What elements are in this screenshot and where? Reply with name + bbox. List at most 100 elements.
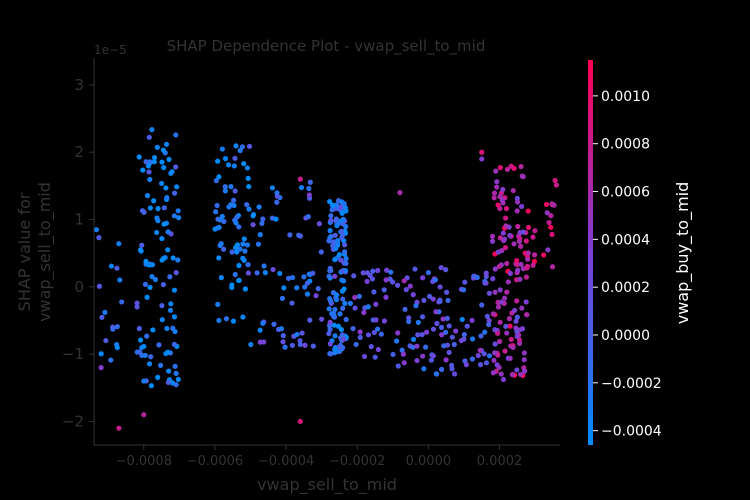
scatter-point [493,168,499,174]
scatter-point [372,354,378,360]
scatter-point [94,227,100,233]
scatter-point [157,362,164,368]
scatter-point [141,343,147,350]
scatter-point [419,331,425,338]
scatter-point [469,317,475,324]
scatter-point [167,274,173,280]
scatter-point [326,238,332,244]
scatter-point [357,334,363,340]
scatter-point [171,190,178,196]
scatter-point [301,274,307,280]
scatter-point [148,354,154,360]
scatter-point [335,237,341,244]
scatter-point [214,202,220,209]
scatter-point [225,162,232,168]
scatter-point [103,337,109,344]
scatter-point [110,326,116,332]
scatter-point [492,289,498,295]
scatter-point [102,309,108,315]
scatter-point [168,170,174,176]
scatter-point [406,315,412,321]
x-tick-label: −0.0004 [258,454,314,469]
scatter-point [165,229,171,235]
scatter-point [484,313,490,319]
scatter-point [421,297,427,303]
scatter-point [237,147,243,154]
scatter-point [525,256,531,262]
scatter-point [328,217,334,224]
scatter-point [245,175,251,181]
scatter-point [171,287,178,293]
scatter-point [415,332,421,338]
scatter-point [507,355,513,361]
scatter-point [145,163,152,169]
scatter-point [368,343,374,350]
scatter-point [170,255,176,261]
scatter-point [167,307,174,313]
scatter-point [356,293,362,299]
scatter-point [548,224,554,230]
scatter-point [273,216,279,222]
colorbar-tick-label: 0.0008 [601,137,650,153]
scatter-point [232,188,238,194]
scatter-point [305,214,311,220]
scatter-point [549,231,555,237]
scatter-point [428,357,434,363]
x-tick-label: −0.0002 [329,454,385,469]
scatter-point [497,193,503,200]
scatter-point [420,353,426,359]
scatter-point [444,289,450,295]
scatter-point [330,242,336,249]
colorbar-tick-label: −0.0004 [601,424,662,440]
scatter-point [149,273,155,280]
scatter-point [144,333,150,339]
scatter-point [514,314,520,320]
scatter-point [426,293,433,300]
scatter-point [500,230,506,236]
scatter-point [250,211,257,218]
scatter-point [511,241,517,247]
y-tick-label: −1 [62,345,84,363]
scatter-point [114,265,120,271]
scatter-point [498,299,504,305]
scatter-point [213,178,219,184]
scatter-point [274,199,280,205]
scatter-point [412,266,418,272]
scatter-point [530,234,536,240]
scatter-point [108,357,114,363]
scatter-point [282,344,288,350]
scatter-point [154,229,160,236]
scatter-point [296,232,302,238]
scatter-point [143,258,149,264]
colorbar-tick-label: −0.0002 [601,376,662,392]
scatter-point [174,184,180,190]
scatter-point [511,307,518,314]
scatter-point [327,326,333,333]
scatter-point [257,232,263,238]
scatter-point [541,252,547,258]
scatter-point [422,344,429,350]
scatter-point [510,344,516,351]
scatter-point [407,343,413,349]
scatter-point [277,270,283,277]
scatter-point [513,318,519,324]
scatter-point [254,270,260,276]
scatter-point [425,269,432,276]
scatter-point [553,182,560,188]
scatter-point [166,368,172,374]
scatter-point [552,177,558,184]
scatter-point [213,209,219,215]
scatter-point [486,353,493,359]
scatter-point [430,353,436,359]
scatter-point [236,262,242,269]
scatter-point [357,329,363,335]
scatter-point [146,134,152,140]
scatter-point [257,327,263,333]
scatter-point [297,418,303,425]
scatter-point [511,165,517,171]
scatter-point [369,276,376,282]
scatter-point [381,287,387,293]
scatter-point [438,264,444,271]
scatter-point [518,243,524,249]
scatter-point [383,294,389,300]
